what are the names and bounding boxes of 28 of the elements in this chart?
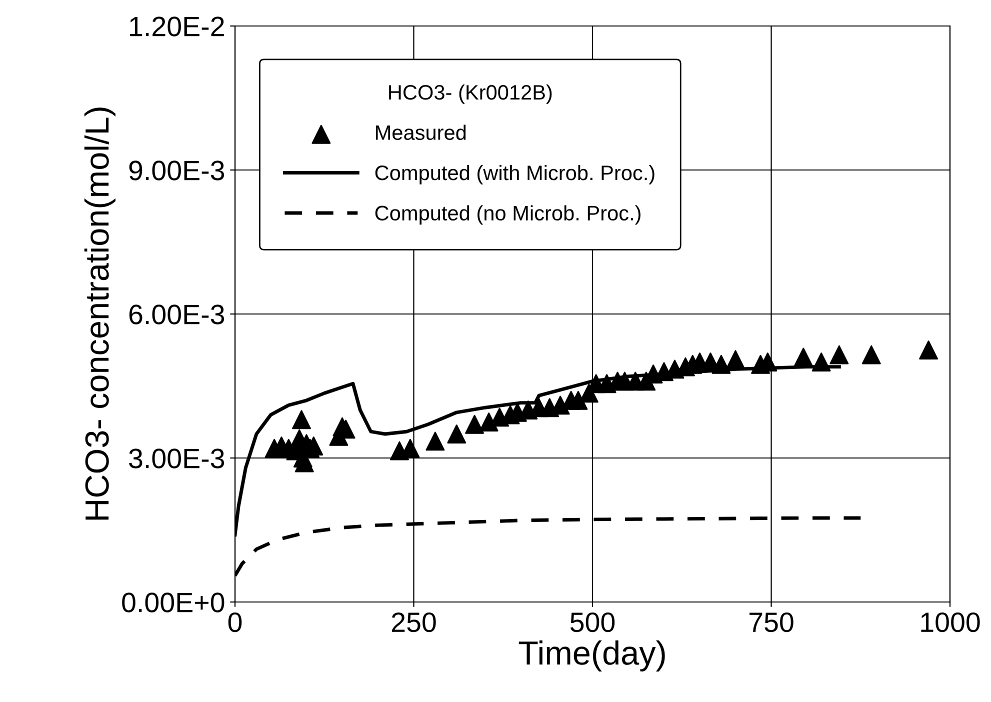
point: [447, 424, 466, 444]
point: [862, 345, 881, 364]
legend-label: Computed (with Microb. Proc.): [375, 164, 654, 184]
y-tick-label: 0.00E+0: [122, 592, 224, 612]
point: [794, 348, 813, 367]
legend-label: Computed (no Microb. Proc.): [375, 205, 640, 225]
y-tick-label: 6.00E-3: [129, 304, 224, 324]
x-axis-title: Time(day): [518, 640, 665, 672]
point: [712, 354, 731, 374]
x-tick-label: 1000: [921, 612, 980, 632]
point: [465, 414, 484, 434]
point: [919, 340, 938, 360]
x-tick-label: 250: [392, 612, 436, 632]
legend-label: Measured: [376, 124, 466, 140]
y-tick-label: 9.00E-3: [129, 160, 224, 180]
point: [830, 345, 849, 364]
point: [812, 352, 831, 372]
point: [426, 432, 445, 451]
x-tick-label: 500: [570, 612, 615, 632]
point: [568, 390, 588, 410]
x-tick-label: 750: [750, 612, 794, 632]
y-tick-label: 1.20E-2: [130, 16, 224, 36]
point: [726, 350, 745, 370]
point: [292, 410, 311, 430]
y-axis-title: HCO3- concentration(mol/L): [84, 108, 116, 520]
x-tick-label: 0: [228, 612, 242, 632]
y-tick-label: 3.00E-3: [129, 448, 224, 468]
legend-title: HCO3- (Kr0012B): [389, 84, 552, 104]
